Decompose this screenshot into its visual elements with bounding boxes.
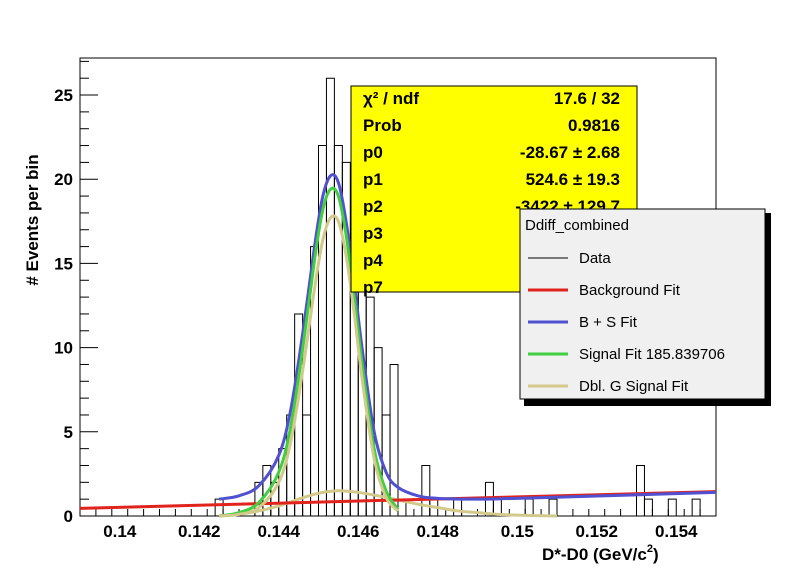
histogram-bin (667, 498, 677, 516)
histogram-bin (302, 414, 312, 516)
legend-item-label: B + S Fit (579, 314, 638, 331)
y-axis-title: # Events per bin (23, 154, 42, 285)
y-tick-label: 25 (54, 86, 73, 105)
stats-row-value: 0.9816 (568, 116, 620, 135)
stats-row-label: p4 (363, 251, 383, 270)
histogram-bin (636, 464, 645, 516)
y-tick-label: 10 (54, 339, 73, 358)
stats-row-label: p2 (363, 197, 383, 216)
histogram-bin (691, 498, 701, 516)
y-tick-label: 5 (64, 423, 73, 442)
stats-row-label: Prob (363, 116, 402, 135)
x-tick-label: 0.152 (575, 522, 618, 541)
histogram-bin (548, 498, 558, 516)
histogram-bin (421, 464, 431, 516)
y-axis: 0 5 10 15 20 25 (54, 60, 98, 526)
legend-title: Ddiff_combined (525, 217, 629, 234)
stats-row-value: 17.6 / 32 (554, 89, 620, 108)
legend-box (519, 208, 766, 400)
legend-item-label: Background Fit (579, 282, 681, 299)
stats-row-label: χ² / ndf (363, 89, 419, 108)
histogram-bin (214, 498, 224, 516)
x-tick-label: 0.144 (257, 522, 300, 541)
stats-row-label: p0 (363, 143, 383, 162)
legend-item-label: Data (579, 250, 611, 267)
stats-row-value: -28.67 ± 2.68 (520, 143, 620, 162)
x-tick-label: 0.15 (501, 522, 534, 541)
fit-curve-dbl-g-signal-fit (218, 214, 400, 518)
x-tick-label: 0.146 (337, 522, 380, 541)
y-tick-label: 20 (54, 170, 73, 189)
fit-curve-b-s-fit (218, 173, 717, 501)
stats-row-label: p3 (363, 224, 383, 243)
legend: Ddiff_combined Data Background Fit B + S F… (519, 208, 771, 406)
x-tick-label: 0.14 (103, 522, 137, 541)
x-axis-title: D*-D0 (GeV/c2) (542, 543, 659, 564)
x-axis: 0.14 0.142 0.144 0.146 0.148 0.15 0.152 0.154 (79, 509, 717, 541)
x-tick-label: 0.154 (655, 522, 698, 541)
histogram-bin (389, 363, 399, 516)
stats-row-label: p1 (363, 170, 383, 189)
fit-curves (79, 173, 717, 518)
fit-curve-signal-fit-185-839706 (218, 186, 400, 518)
x-tick-label: 0.148 (416, 522, 459, 541)
histogram-bin (325, 77, 335, 516)
stats-row-label: p7 (363, 278, 383, 297)
legend-item-label: Dbl. G Signal Fit (579, 378, 689, 395)
y-tick-label: 15 (54, 254, 73, 273)
x-tick-label: 0.142 (178, 522, 221, 541)
stats-row-value: 524.6 ± 19.3 (526, 170, 620, 189)
y-tick-label: 0 (64, 507, 73, 526)
histogram-bin (524, 498, 534, 516)
fit-curve-dbl-g-signal-fit-wide- (218, 489, 558, 518)
legend-item-label: Signal Fit 185.839706 (579, 346, 725, 363)
histogram-bin (453, 498, 463, 516)
histogram-bin (643, 498, 653, 516)
